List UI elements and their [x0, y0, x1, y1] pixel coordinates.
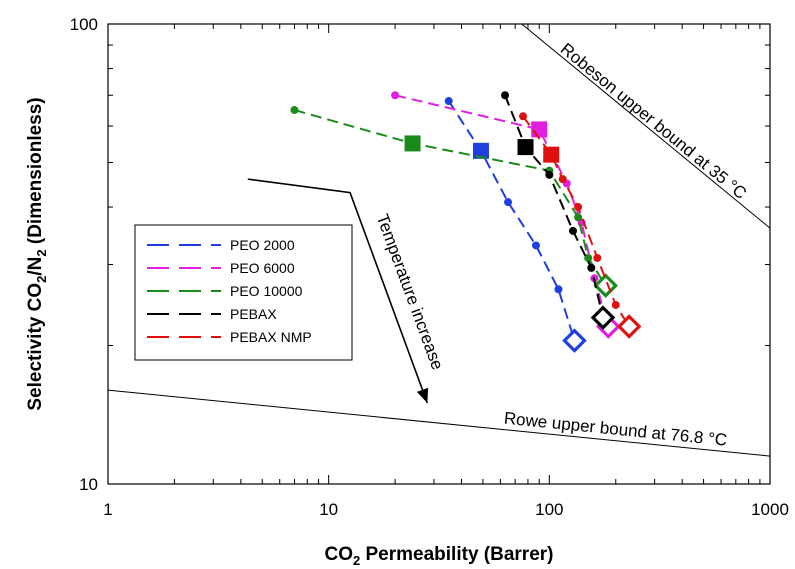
data-point-pebax — [587, 263, 596, 272]
legend-label-peo-10000: PEO 10000 — [230, 283, 303, 299]
y-axis-title-part-d: 2 — [34, 249, 49, 256]
series-line-peo-10000 — [294, 109, 607, 287]
data-point-pebax-nmp — [519, 112, 528, 121]
square-marker-pebax — [517, 139, 534, 156]
temperature-arrow-head — [416, 387, 429, 403]
x-tick-label: 1000 — [751, 500, 789, 519]
x-tick-label: 100 — [535, 500, 563, 519]
y-axis-title-part-c: /N — [25, 257, 46, 276]
square-marker-peo-10000 — [404, 135, 421, 152]
robeson-upper-bound-label: Robeson upper bound at 35 °C — [557, 39, 750, 203]
temperature-increase-label: Temperature increase — [373, 211, 448, 372]
data-point-pebax — [501, 91, 510, 100]
data-point-pebax-nmp — [574, 203, 583, 212]
x-tick-label: 1 — [103, 500, 112, 519]
square-marker-peo-6000 — [531, 121, 548, 138]
diamond-marker-pebax — [590, 305, 616, 330]
robeson-upper-bound-line — [521, 23, 771, 229]
data-point-pebax — [545, 170, 554, 179]
axis-titles: CO2 Permeability (Barrer)Selectivity CO2… — [25, 97, 553, 568]
diamond-marker-peo-10000 — [593, 273, 618, 298]
y-tick-label: 10 — [79, 475, 98, 494]
diamond-marker-pebax-nmp — [616, 314, 642, 339]
plot-area: 1 10 100 1000 10 100 — [70, 15, 789, 519]
legend-label-peo-6000: PEO 6000 — [230, 260, 295, 276]
y-axis-title: Selectivity CO2/N2 (Dimensionless) — [25, 97, 49, 410]
y-tick-label: 100 — [70, 15, 98, 34]
square-marker-pebax-nmp — [543, 146, 560, 163]
temperature-arrow-line — [247, 178, 429, 404]
data-point-peo-2000 — [504, 198, 513, 207]
x-axis-title-main: CO — [325, 544, 354, 565]
rowe-upper-bound-line — [107, 389, 771, 457]
data-point-pebax-nmp — [558, 175, 567, 184]
data-point-peo-10000 — [290, 106, 299, 115]
legend-label-pebax-nmp: PEBAX NMP — [230, 329, 312, 345]
x-axis-title-subscript: 2 — [353, 553, 360, 568]
x-tick-label: 10 — [319, 500, 338, 519]
y-axis-title-part-b: 2 — [34, 276, 49, 283]
plot-frame — [107, 23, 771, 485]
data-point-peo-10000 — [584, 253, 593, 262]
data-point-peo-10000 — [574, 213, 583, 222]
legend-label-peo-2000: PEO 2000 — [230, 237, 295, 253]
square-marker-peo-2000 — [472, 142, 489, 159]
x-axis-title-rest: Permeability (Barrer) — [360, 544, 553, 565]
series-line-pebax — [504, 94, 604, 318]
diamond-marker-peo-2000 — [562, 328, 587, 353]
series-peo-2000 — [444, 97, 587, 353]
data-point-peo-2000 — [554, 285, 563, 294]
series-group — [290, 91, 642, 353]
data-point-pebax-nmp — [611, 300, 620, 309]
legend-box — [134, 224, 353, 361]
data-point-peo-6000 — [391, 91, 400, 100]
series-pebax-nmp — [519, 112, 642, 339]
rowe-upper-bound-label: Rowe upper bound at 76.8 °C — [503, 409, 728, 450]
y-axis-title-part-e: (Dimensionless) — [25, 97, 46, 249]
series-line-peo-2000 — [447, 100, 576, 341]
legend: PEO 2000 PEO 6000 PEO 10000 PEBAX PEBAX NMP — [134, 224, 353, 361]
data-point-peo-2000 — [531, 241, 540, 250]
data-point-pebax-nmp — [593, 253, 602, 262]
legend-label-pebax: PEBAX — [230, 306, 277, 322]
series-peo-6000 — [391, 91, 621, 339]
x-axis-title: CO2 Permeability (Barrer) — [325, 544, 554, 568]
data-point-pebax — [568, 226, 577, 235]
series-pebax — [501, 91, 616, 330]
y-axis-title-part-a: Selectivity CO — [25, 283, 46, 411]
series-line-peo-6000 — [394, 94, 610, 327]
data-point-peo-2000 — [444, 97, 453, 106]
series-line-pebax-nmp — [522, 115, 631, 328]
